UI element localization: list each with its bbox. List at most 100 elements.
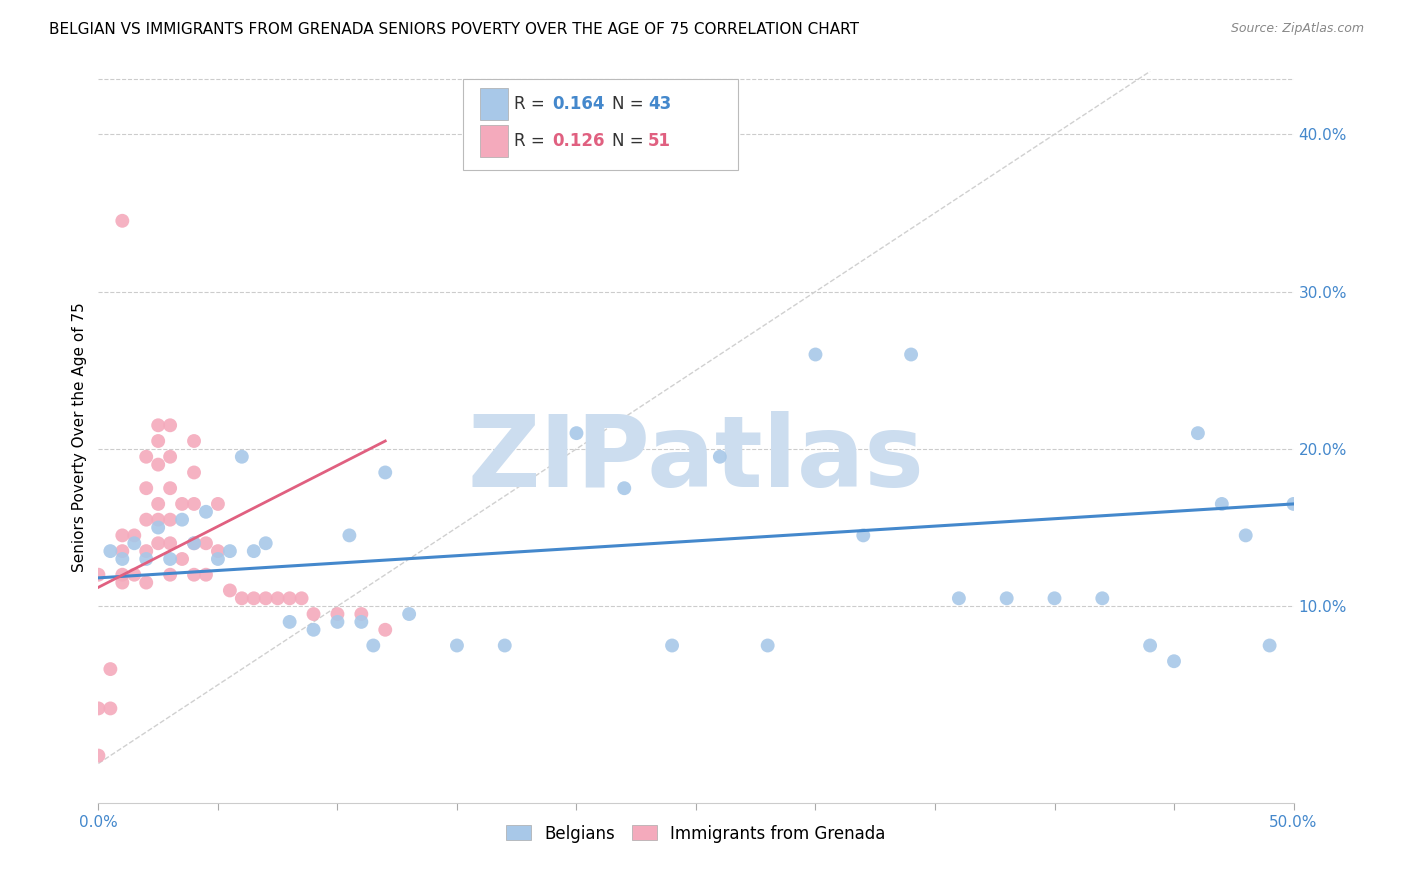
Text: N =: N =: [613, 132, 650, 150]
Point: [124, 536, 146, 550]
Point: [219, 583, 242, 598]
Point: [148, 434, 170, 448]
Point: [254, 591, 277, 606]
Point: [339, 528, 361, 542]
Point: [183, 497, 205, 511]
Text: Source: ZipAtlas.com: Source: ZipAtlas.com: [1230, 22, 1364, 36]
Point: [1163, 654, 1185, 668]
Point: [183, 536, 205, 550]
Point: [613, 481, 636, 495]
Point: [111, 214, 134, 228]
Point: [565, 426, 588, 441]
Point: [243, 591, 266, 606]
Point: [111, 552, 134, 566]
Text: 43: 43: [648, 95, 672, 113]
Point: [302, 607, 325, 621]
Point: [98, 662, 122, 676]
Point: [111, 544, 134, 558]
Text: 0.126: 0.126: [553, 132, 605, 150]
Point: [267, 591, 290, 606]
Point: [135, 575, 157, 590]
Point: [183, 466, 205, 480]
Point: [148, 458, 170, 472]
Point: [302, 623, 325, 637]
Point: [135, 544, 157, 558]
Text: R =: R =: [515, 132, 550, 150]
Point: [1091, 591, 1114, 606]
Point: [326, 607, 349, 621]
FancyBboxPatch shape: [463, 78, 738, 170]
Point: [398, 607, 420, 621]
Point: [148, 497, 170, 511]
Point: [87, 748, 110, 763]
Point: [183, 536, 205, 550]
Point: [326, 615, 349, 629]
Point: [804, 347, 827, 361]
Point: [231, 450, 253, 464]
Point: [995, 591, 1018, 606]
Point: [363, 639, 385, 653]
Text: 51: 51: [648, 132, 671, 150]
Point: [195, 567, 218, 582]
Point: [111, 575, 134, 590]
Point: [207, 544, 229, 558]
Point: [195, 536, 218, 550]
Point: [124, 567, 146, 582]
Point: [291, 591, 314, 606]
Point: [148, 513, 170, 527]
Point: [254, 536, 277, 550]
Point: [900, 347, 922, 361]
Point: [756, 639, 779, 653]
Point: [159, 481, 181, 495]
Point: [98, 701, 122, 715]
Point: [135, 450, 157, 464]
Legend: Belgians, Immigrants from Grenada: Belgians, Immigrants from Grenada: [499, 818, 893, 849]
Point: [1211, 497, 1233, 511]
Text: ZIPatlas: ZIPatlas: [468, 410, 924, 508]
Text: BELGIAN VS IMMIGRANTS FROM GRENADA SENIORS POVERTY OVER THE AGE OF 75 CORRELATIO: BELGIAN VS IMMIGRANTS FROM GRENADA SENIO…: [49, 22, 859, 37]
Point: [172, 513, 194, 527]
Point: [183, 434, 205, 448]
Point: [278, 591, 301, 606]
Point: [87, 567, 110, 582]
Point: [207, 552, 229, 566]
Point: [207, 497, 229, 511]
Point: [195, 505, 218, 519]
Point: [148, 418, 170, 433]
Point: [172, 497, 194, 511]
Point: [661, 639, 683, 653]
Point: [231, 591, 253, 606]
FancyBboxPatch shape: [479, 88, 509, 120]
Point: [87, 701, 110, 715]
Point: [148, 536, 170, 550]
Point: [159, 513, 181, 527]
Point: [159, 418, 181, 433]
Point: [124, 528, 146, 542]
Point: [494, 639, 516, 653]
Point: [111, 567, 134, 582]
Point: [98, 544, 122, 558]
Point: [1282, 497, 1305, 511]
Point: [374, 466, 396, 480]
Text: N =: N =: [613, 95, 650, 113]
Point: [159, 552, 181, 566]
Point: [374, 623, 396, 637]
Point: [1234, 528, 1257, 542]
Point: [1187, 426, 1209, 441]
Y-axis label: Seniors Poverty Over the Age of 75: Seniors Poverty Over the Age of 75: [72, 302, 87, 572]
Point: [183, 567, 205, 582]
Point: [278, 615, 301, 629]
FancyBboxPatch shape: [479, 125, 509, 157]
Point: [446, 639, 468, 653]
Point: [219, 544, 242, 558]
Point: [135, 481, 157, 495]
Point: [148, 520, 170, 534]
Text: 0.164: 0.164: [553, 95, 605, 113]
Point: [159, 567, 181, 582]
Point: [111, 528, 134, 542]
Point: [159, 450, 181, 464]
Point: [350, 615, 373, 629]
Point: [172, 552, 194, 566]
Point: [948, 591, 970, 606]
Point: [243, 544, 266, 558]
